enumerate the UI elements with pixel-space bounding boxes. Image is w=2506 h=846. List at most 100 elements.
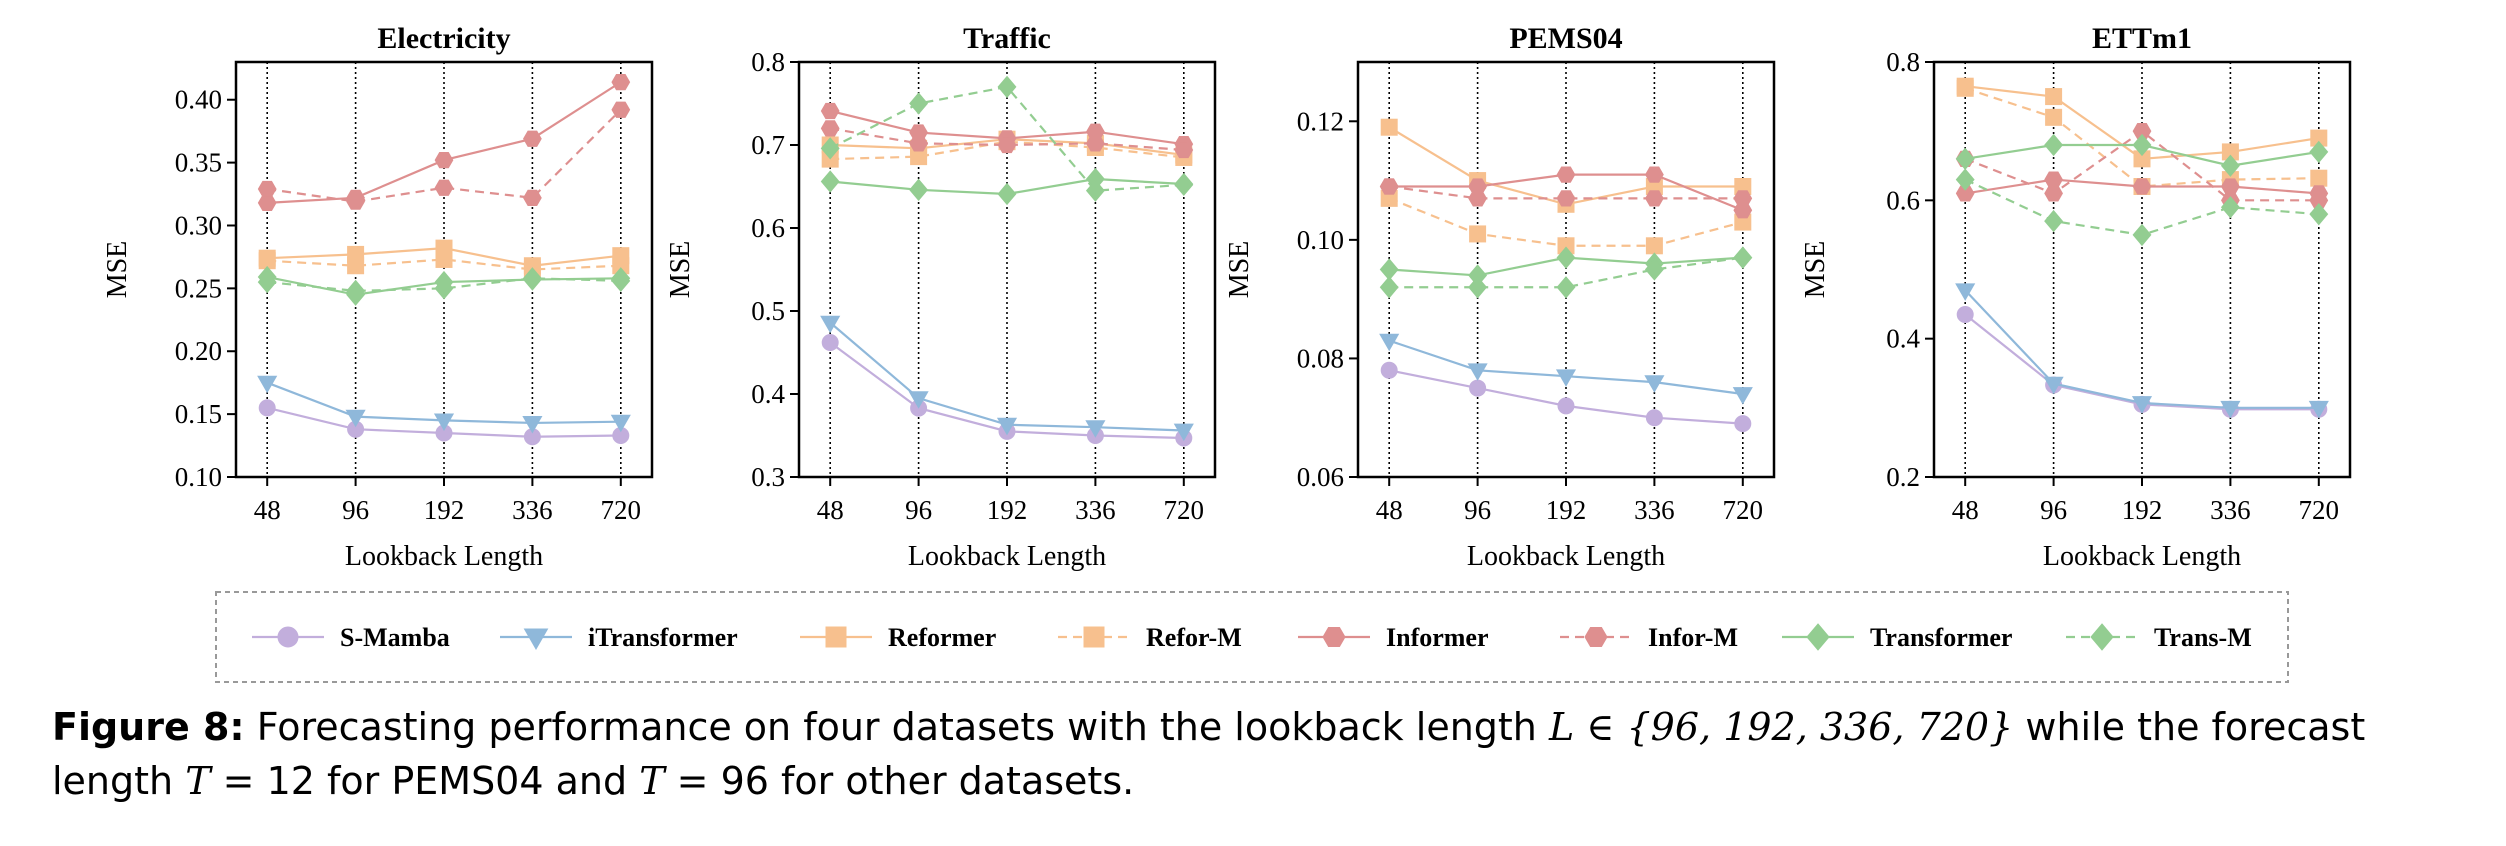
y-tick-label: 0.08: [1297, 343, 1344, 373]
legend-label: Informer: [1386, 623, 1489, 652]
point-itransformer: [2043, 376, 2064, 395]
x-tick-label: 336: [1634, 495, 1675, 525]
x-tick-label: 96: [2040, 495, 2067, 525]
point-infor-m: [257, 180, 277, 198]
point-informer: [2044, 171, 2063, 188]
point-infor-m: [1086, 135, 1105, 152]
point-informer: [434, 151, 454, 169]
series-transformer: [1955, 133, 2329, 177]
point-itransformer: [2131, 396, 2153, 414]
point-infor-m: [434, 179, 454, 196]
y-tick-label: 0.2: [1886, 462, 1920, 492]
series-trans-m: [1379, 246, 1753, 299]
series-trans-m: [1955, 168, 2329, 247]
legend-marker-informer: [1322, 626, 1346, 648]
point-itransformer: [345, 409, 366, 428]
point-informer: [1556, 166, 1576, 183]
point-infor-m: [2044, 185, 2063, 202]
legend-marker-trans-m: [2090, 623, 2114, 651]
x-axis-label: Lookback Length: [908, 541, 1106, 572]
point-infor-m: [611, 101, 631, 118]
figure-caption: Figure 8: Forecasting performance on fou…: [52, 700, 2472, 808]
point-infor-m: [909, 135, 928, 152]
chart-title: Traffic: [963, 22, 1051, 55]
point-informer: [1645, 166, 1664, 183]
point-trans-m: [997, 75, 1017, 99]
point-transformer: [1955, 147, 1975, 171]
caption-text-2: while the forecast length: [52, 705, 2366, 803]
point-trans-m: [1468, 276, 1488, 299]
x-axis-label: Lookback Length: [2043, 541, 2241, 572]
point-trans-m: [346, 279, 366, 303]
chart-title: PEMS04: [1509, 22, 1622, 55]
chart-traffic: 0.3 0.4 0.5 0.6 0.7 0.8 48 96 192 336 720 Traffic Lo…: [665, 22, 1217, 572]
legend-label: Refor-M: [1146, 623, 1242, 652]
y-axis-label: MSE: [102, 241, 133, 299]
x-tick-label: 96: [905, 495, 932, 525]
series-infor-m: [1379, 178, 1753, 207]
point-trans-m: [257, 270, 277, 294]
point-refor-m: [2310, 169, 2328, 187]
series-line-refor-m: [1964, 87, 2319, 188]
y-tick-label: 0.20: [175, 336, 222, 366]
point-itransformer: [522, 416, 543, 434]
point-itransformer: [1085, 420, 1106, 438]
y-tick-label: 0.40: [175, 85, 222, 115]
caption-text-4: = 96 for other datasets.: [676, 759, 1135, 803]
point-infor-m: [997, 136, 1017, 154]
point-refor-m: [435, 250, 453, 268]
point-itransformer: [1379, 333, 1400, 352]
point-infor-m: [2132, 123, 2152, 140]
point-itransformer: [1732, 387, 1753, 405]
y-axis-label: MSE: [1800, 241, 1831, 299]
y-tick-label: 0.12: [1297, 106, 1344, 136]
point-itransformer: [1955, 283, 1976, 301]
series-line-trans-m: [829, 85, 1184, 192]
caption-math-1: L ∈ {96, 192, 336, 720}: [1548, 705, 2014, 749]
point-s-mamba: [821, 334, 839, 352]
legend-marker-reformer: [825, 626, 847, 648]
chart-electricity: 0.10 0.15 0.20 0.25 0.30 0.35 0.40 48 96 192 336 72…: [102, 22, 654, 572]
legend-label: iTransformer: [588, 623, 738, 652]
x-tick-label: 48: [817, 495, 844, 525]
point-informer: [2221, 178, 2240, 195]
point-trans-m: [611, 269, 631, 292]
point-itransformer: [433, 413, 455, 432]
series-trans-m: [257, 267, 631, 303]
point-itransformer: [610, 414, 631, 433]
legend-label: Reformer: [888, 623, 996, 652]
legend-marker-itransformer: [523, 628, 549, 651]
point-s-mamba: [1734, 415, 1752, 433]
y-tick-label: 0.5: [751, 296, 785, 326]
legend-item-refor-m: Refor-M: [1058, 623, 1242, 652]
x-tick-label: 48: [254, 495, 281, 525]
x-tick-label: 48: [1376, 495, 1403, 525]
x-tick-label: 192: [424, 495, 465, 525]
x-axis-label: Lookback Length: [345, 541, 543, 572]
point-itransformer: [2220, 400, 2241, 419]
legend-item-s-mamba: S-Mamba: [252, 623, 450, 652]
point-trans-m: [1379, 276, 1399, 299]
legend-marker-s-mamba: [277, 626, 299, 648]
x-tick-label: 720: [2299, 495, 2340, 525]
point-refor-m: [2045, 108, 2063, 126]
point-trans-m: [1174, 173, 1194, 197]
y-tick-label: 0.35: [175, 148, 222, 178]
caption-math-2: T: [185, 759, 211, 803]
point-trans-m: [2220, 196, 2240, 219]
chart-ettm1: 0.2 0.4 0.6 0.8 48 96 192 336 720 ETTm1 Lookback L…: [1800, 22, 2352, 572]
legend-label: Trans-M: [2154, 623, 2252, 652]
point-itransformer: [2308, 400, 2329, 419]
point-informer: [523, 130, 542, 147]
chart-pems04: 0.06 0.08 0.10 0.12 48 96 192 336 720 PEMS04 Lookb…: [1224, 22, 1776, 572]
series-s-mamba: [1380, 361, 1752, 433]
y-tick-label: 0.8: [1886, 47, 1920, 77]
point-infor-m: [1733, 190, 1753, 207]
point-informer: [820, 102, 840, 120]
point-transformer: [1556, 246, 1576, 269]
point-trans-m: [522, 267, 542, 290]
point-infor-m: [2309, 192, 2329, 209]
point-itransformer: [257, 375, 278, 394]
x-tick-label: 336: [512, 495, 553, 525]
